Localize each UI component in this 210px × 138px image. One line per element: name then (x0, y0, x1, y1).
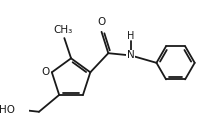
Text: HO: HO (0, 104, 15, 115)
Text: N: N (127, 51, 135, 60)
Text: O: O (41, 67, 49, 77)
Text: H: H (127, 31, 134, 41)
Text: O: O (97, 17, 106, 27)
Text: CH₃: CH₃ (54, 25, 73, 35)
